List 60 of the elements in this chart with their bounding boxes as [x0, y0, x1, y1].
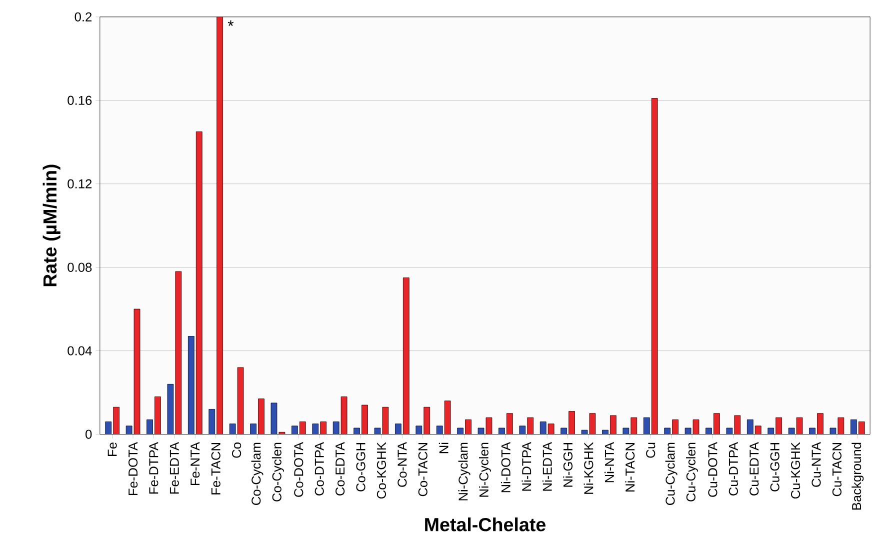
x-tick-label: Co-DOTA	[294, 442, 304, 498]
y-tick-label: 0.08	[68, 262, 92, 272]
bar	[402, 278, 410, 434]
x-tick-label: Fe-DTPA	[149, 442, 158, 494]
bar	[424, 407, 430, 434]
y-tick-label: 0.04	[68, 346, 92, 356]
y-axis-title: Rate (µM/min)	[42, 164, 60, 286]
bar	[817, 413, 824, 434]
x-tick-label: Co-Cyclen	[272, 443, 284, 502]
x-tick-label: Co-EDTA	[336, 442, 345, 496]
x-tick-label: Ni-TACN	[625, 443, 635, 492]
x-tick-label: Ni-Cyclen	[478, 443, 491, 497]
annotation: *	[228, 20, 234, 26]
x-tick-label: Cu-KGHK	[790, 442, 800, 499]
x-tick-label: Ni	[438, 443, 448, 454]
x-tick-label: Fe	[108, 442, 117, 456]
x-tick-label: Ni-DTPA	[522, 442, 532, 491]
x-tick-label: Co	[232, 442, 242, 458]
y-tick-label: 0.12	[68, 180, 92, 189]
x-tick-label: Cu-GGH	[770, 443, 780, 492]
x-tick-label: Co-DTPA	[314, 442, 324, 496]
x-tick-label: Background	[852, 443, 864, 510]
y-tick-label: 0	[86, 430, 92, 440]
x-tick-label: Cu-EDTA	[750, 442, 759, 496]
x-tick-label: Cu-DOTA	[708, 442, 718, 498]
x-tick-label: Fe-DOTA	[128, 442, 138, 496]
x-tick-label: Co-TACN	[418, 443, 428, 496]
bar	[113, 407, 120, 434]
bar	[208, 409, 216, 434]
x-tick-label: Co-Cyclam	[251, 443, 264, 506]
x-tick-label: Cu-Cyclam	[665, 443, 678, 506]
x-tick-label: Ni-DOTA	[500, 442, 510, 492]
x-tick-label: Cu	[646, 443, 656, 458]
x-tick-label: Cu-TACN	[832, 443, 842, 496]
bar	[506, 413, 513, 434]
x-tick-label: Fe-TACN	[211, 443, 220, 495]
bar	[188, 336, 194, 434]
x-tick-label: Co-NTA	[398, 442, 407, 488]
x-tick-label: Ni-Cyclam	[458, 443, 470, 501]
bar	[216, 17, 224, 434]
bar	[258, 398, 264, 434]
x-tick-label: Fe-NTA	[190, 442, 200, 486]
x-tick-label: Co-GGH	[356, 443, 366, 492]
bar	[154, 396, 161, 434]
x-tick-label: Ni-KGHK	[584, 442, 594, 494]
x-tick-label: Fe-EDTA	[170, 442, 179, 494]
x-axis-title: Metal-Chelate	[425, 518, 546, 532]
bar	[714, 413, 720, 434]
x-tick-label: Ni-EDTA	[542, 442, 552, 491]
x-tick-label: Cu-NTA	[812, 442, 821, 488]
x-tick-label: Co-KGHK	[376, 442, 386, 499]
x-tick-label: Cu-Cyclen	[686, 443, 698, 502]
y-tick-label: 0.2	[74, 12, 92, 22]
x-tick-label: Ni-NTA	[604, 442, 614, 482]
bar	[568, 411, 575, 434]
x-tick-label: Cu-DTPA	[728, 442, 738, 496]
x-tick-label: Ni-GGH	[563, 443, 573, 487]
bar	[362, 405, 368, 434]
y-tick-label: 0.16	[68, 96, 92, 106]
bar	[196, 132, 202, 434]
